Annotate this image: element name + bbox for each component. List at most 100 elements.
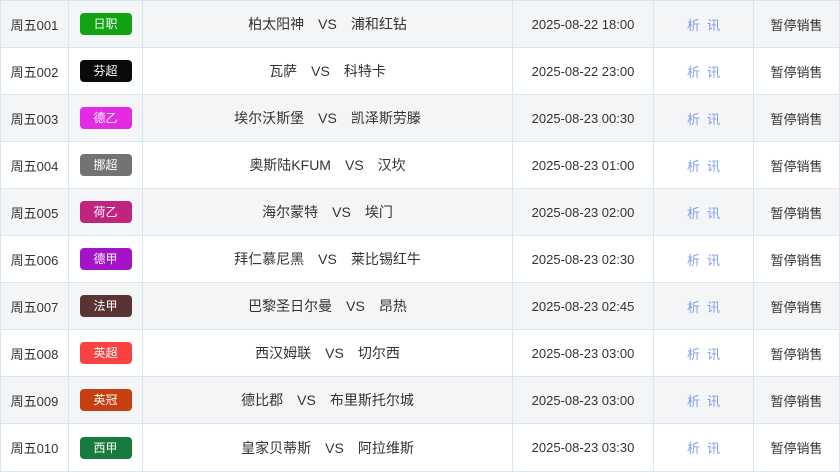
analysis-link[interactable]: 析 [686,252,700,268]
news-link[interactable]: 讯 [707,441,721,456]
vs-label: VS [346,298,365,314]
match-code: 周五005 [1,189,69,235]
away-team: 莱比锡红牛 [350,251,421,267]
analysis-link[interactable]: 析 [686,299,700,315]
links-cell: 析 讯 [654,189,754,235]
league-badge-cell: 德乙 [69,95,143,141]
sales-status: 暂停销售 [770,299,823,315]
sales-status: 暂停销售 [770,346,823,362]
home-team: 奥斯陆KFUM [249,157,331,173]
news-link[interactable]: 讯 [707,111,721,127]
analysis-link[interactable]: 析 [686,346,700,362]
news-link[interactable]: 讯 [707,346,721,362]
news-link[interactable]: 讯 [707,205,721,221]
match-code: 周五007 [1,283,69,329]
table-row: 周五007 法甲 巴黎圣日尔曼 VS 昂热 2025-08-23 02:45 析… [1,283,839,330]
league-badge-cell: 西甲 [69,424,143,471]
match-code: 周五001 [1,1,69,47]
league-badge: 德甲 [79,248,132,270]
league-badge-cell: 英冠 [69,377,143,423]
analysis-link[interactable]: 析 [686,441,700,456]
analysis-link[interactable]: 析 [686,393,700,409]
match-cell: 德比郡 VS 布里斯托尔城 [143,377,513,423]
match-time: 2025-08-23 02:30 [513,236,654,282]
analysis-link[interactable]: 析 [686,64,700,80]
vs-label: VS [344,157,364,173]
table-row: 周五005 荷乙 海尔蒙特 VS 埃门 2025-08-23 02:00 析 讯… [1,189,839,236]
table-row: 周五003 德乙 埃尔沃斯堡 VS 凯泽斯劳滕 2025-08-23 00:30… [1,95,839,142]
match-code: 周五002 [1,48,69,94]
sales-status: 暂停销售 [770,64,823,80]
table-row: 周五008 英超 西汉姆联 VS 切尔西 2025-08-23 03:00 析 … [1,330,839,377]
home-team: 柏太阳神 [248,16,305,32]
home-team: 皇家贝蒂斯 [241,439,312,456]
links-cell: 析 讯 [654,330,754,376]
links-cell: 析 讯 [654,48,754,94]
away-team: 埃门 [364,204,393,220]
away-team: 凯泽斯劳滕 [350,110,421,126]
links-cell: 析 讯 [654,424,754,471]
match-cell: 柏太阳神 VS 浦和红钻 [143,1,513,47]
league-badge-cell: 英超 [69,330,143,376]
match-cell: 奥斯陆KFUM VS 汉坎 [143,142,513,188]
match-cell: 巴黎圣日尔曼 VS 昂热 [143,283,513,329]
news-link[interactable]: 讯 [707,299,721,315]
news-link[interactable]: 讯 [707,158,721,174]
match-time: 2025-08-23 03:30 [513,424,654,471]
table-row: 周五009 英冠 德比郡 VS 布里斯托尔城 2025-08-23 03:00 … [1,377,839,424]
news-link[interactable]: 讯 [707,17,721,33]
league-badge-cell: 日职 [69,1,143,47]
news-link[interactable]: 讯 [707,393,721,409]
links-cell: 析 讯 [654,95,754,141]
league-badge-cell: 德甲 [69,236,143,282]
match-time: 2025-08-23 03:00 [513,377,654,423]
home-team: 拜仁慕尼黑 [234,251,305,267]
match-time: 2025-08-22 18:00 [513,1,654,47]
vs-label: VS [325,345,344,361]
league-badge: 芬超 [79,60,132,82]
sales-status: 暂停销售 [770,205,823,221]
away-team: 布里斯托尔城 [329,392,414,408]
league-badge: 荷乙 [79,201,132,223]
links-cell: 析 讯 [654,1,754,47]
analysis-link[interactable]: 析 [686,158,700,174]
sales-status: 暂停销售 [770,252,823,268]
match-code: 周五010 [1,424,69,471]
away-team: 昂热 [378,298,407,314]
table-row: 周五001 日职 柏太阳神 VS 浦和红钻 2025-08-22 18:00 析… [1,1,839,48]
league-badge: 德乙 [79,107,132,129]
match-code: 周五009 [1,377,69,423]
table-row: 周五004 挪超 奥斯陆KFUM VS 汉坎 2025-08-23 01:00 … [1,142,839,189]
league-badge: 法甲 [79,295,132,317]
home-team: 德比郡 [241,392,284,408]
sales-status: 暂停销售 [770,441,823,456]
match-time: 2025-08-22 23:00 [513,48,654,94]
vs-label: VS [311,63,330,79]
league-badge: 西甲 [79,436,132,459]
match-cell: 埃尔沃斯堡 VS 凯泽斯劳滕 [143,95,513,141]
league-badge: 英超 [79,342,132,364]
vs-label: VS [325,439,344,456]
match-code: 周五006 [1,236,69,282]
match-time: 2025-08-23 02:45 [513,283,654,329]
news-link[interactable]: 讯 [707,252,721,268]
league-badge: 日职 [79,13,132,35]
table-row: 周五002 芬超 瓦萨 VS 科特卡 2025-08-22 23:00 析 讯 … [1,48,839,95]
analysis-link[interactable]: 析 [686,205,700,221]
analysis-link[interactable]: 析 [686,111,700,127]
links-cell: 析 讯 [654,142,754,188]
links-cell: 析 讯 [654,377,754,423]
table-row: 周五006 德甲 拜仁慕尼黑 VS 莱比锡红牛 2025-08-23 02:30… [1,236,839,283]
league-badge-cell: 荷乙 [69,189,143,235]
news-link[interactable]: 讯 [707,64,721,80]
away-team: 科特卡 [343,63,386,79]
match-code: 周五008 [1,330,69,376]
analysis-link[interactable]: 析 [686,17,700,33]
home-team: 西汉姆联 [255,345,312,361]
match-code: 周五004 [1,142,69,188]
away-team: 汉坎 [377,157,406,173]
match-time: 2025-08-23 03:00 [513,330,654,376]
match-code: 周五003 [1,95,69,141]
